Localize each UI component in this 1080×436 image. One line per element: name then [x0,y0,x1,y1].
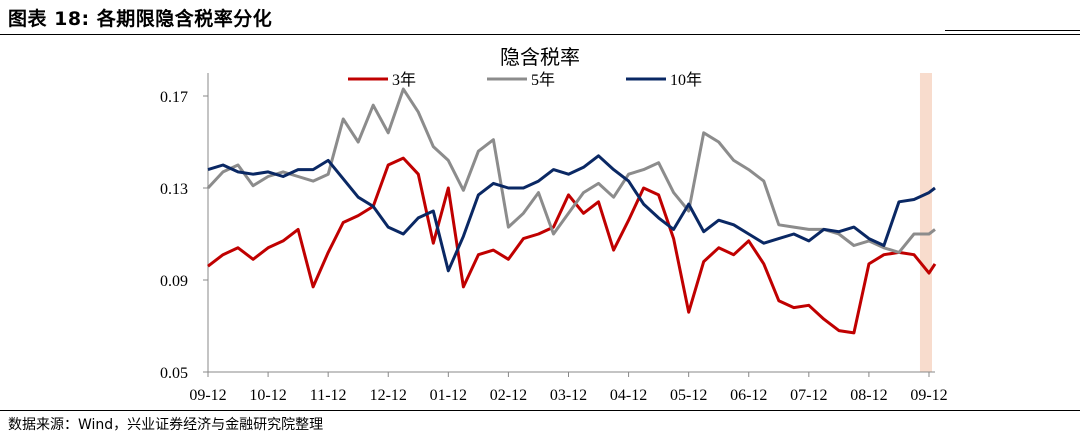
top-right-rule [945,30,1080,31]
implied-tax-rate-chart: 隐含税率 3年 5年 10年 0.05 0.09 0.13 0.17 09-12 10-12… [160,46,948,404]
top-rule [0,34,1080,35]
legend-label-s10: 10年 [670,71,702,89]
y-tick-label: 0.09 [160,273,188,290]
legend: 3年 5年 10年 [348,71,702,89]
x-tick-label: 06-12 [730,387,767,404]
chart-title: 隐含税率 [500,46,580,69]
x-tick-label: 09-12 [189,387,226,404]
y-tick-label: 0.17 [160,89,188,106]
series-line-s3 [207,156,937,335]
source-note: 数据来源：Wind，兴业证券经济与金融研究院整理 [8,417,324,433]
x-tick-label: 07-12 [790,387,827,404]
x-tick-label: 11-12 [310,387,347,404]
legend-label-s5: 5年 [531,71,555,89]
legend-label-s3: 3年 [392,71,416,89]
x-tick-label: 04-12 [610,387,647,404]
x-tick-label: 03-12 [550,387,587,404]
figure-title: 图表 18: 各期限隐含税率分化 [8,8,273,30]
y-tick-label: 0.05 [160,365,188,382]
x-axis: 09-12 10-12 11-12 12-12 01-12 02-12 03-12 04-12… [189,371,948,404]
x-tick-label: 01-12 [430,387,467,404]
series-line-s5 [206,87,936,254]
x-tick-label: 05-12 [670,387,707,404]
bottom-rule [0,410,1080,411]
y-axis: 0.05 0.09 0.13 0.17 [160,73,209,382]
x-tick-label: 10-12 [249,387,286,404]
x-tick-label: 09-12 [910,387,947,404]
highlight-band [919,73,932,372]
plot-area [919,73,932,372]
x-tick-label: 02-12 [490,387,527,404]
x-tick-label: 12-12 [370,387,407,404]
series-lines [206,87,937,335]
series-line-s10 [207,154,936,273]
y-tick-label: 0.13 [160,181,188,198]
x-tick-label: 08-12 [850,387,887,404]
